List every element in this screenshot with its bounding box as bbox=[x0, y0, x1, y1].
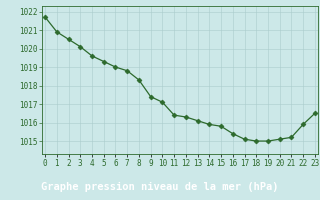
Text: 23: 23 bbox=[310, 160, 319, 168]
Text: 11: 11 bbox=[170, 160, 179, 168]
Text: 12: 12 bbox=[181, 160, 190, 168]
Text: 0: 0 bbox=[43, 160, 47, 168]
Text: 21: 21 bbox=[287, 160, 296, 168]
Text: 16: 16 bbox=[228, 160, 237, 168]
Text: 9: 9 bbox=[148, 160, 153, 168]
Text: 2: 2 bbox=[66, 160, 71, 168]
Text: 1: 1 bbox=[54, 160, 59, 168]
Text: 4: 4 bbox=[90, 160, 94, 168]
Text: 19: 19 bbox=[263, 160, 273, 168]
Text: 15: 15 bbox=[216, 160, 226, 168]
Text: 22: 22 bbox=[299, 160, 308, 168]
Text: 7: 7 bbox=[125, 160, 130, 168]
Text: 3: 3 bbox=[78, 160, 83, 168]
Text: 20: 20 bbox=[275, 160, 284, 168]
Text: 8: 8 bbox=[137, 160, 141, 168]
Text: 18: 18 bbox=[252, 160, 261, 168]
Text: Graphe pression niveau de la mer (hPa): Graphe pression niveau de la mer (hPa) bbox=[41, 182, 279, 192]
Text: 13: 13 bbox=[193, 160, 202, 168]
Text: 17: 17 bbox=[240, 160, 249, 168]
Text: 10: 10 bbox=[158, 160, 167, 168]
Text: 6: 6 bbox=[113, 160, 118, 168]
Text: 14: 14 bbox=[205, 160, 214, 168]
Text: 5: 5 bbox=[101, 160, 106, 168]
